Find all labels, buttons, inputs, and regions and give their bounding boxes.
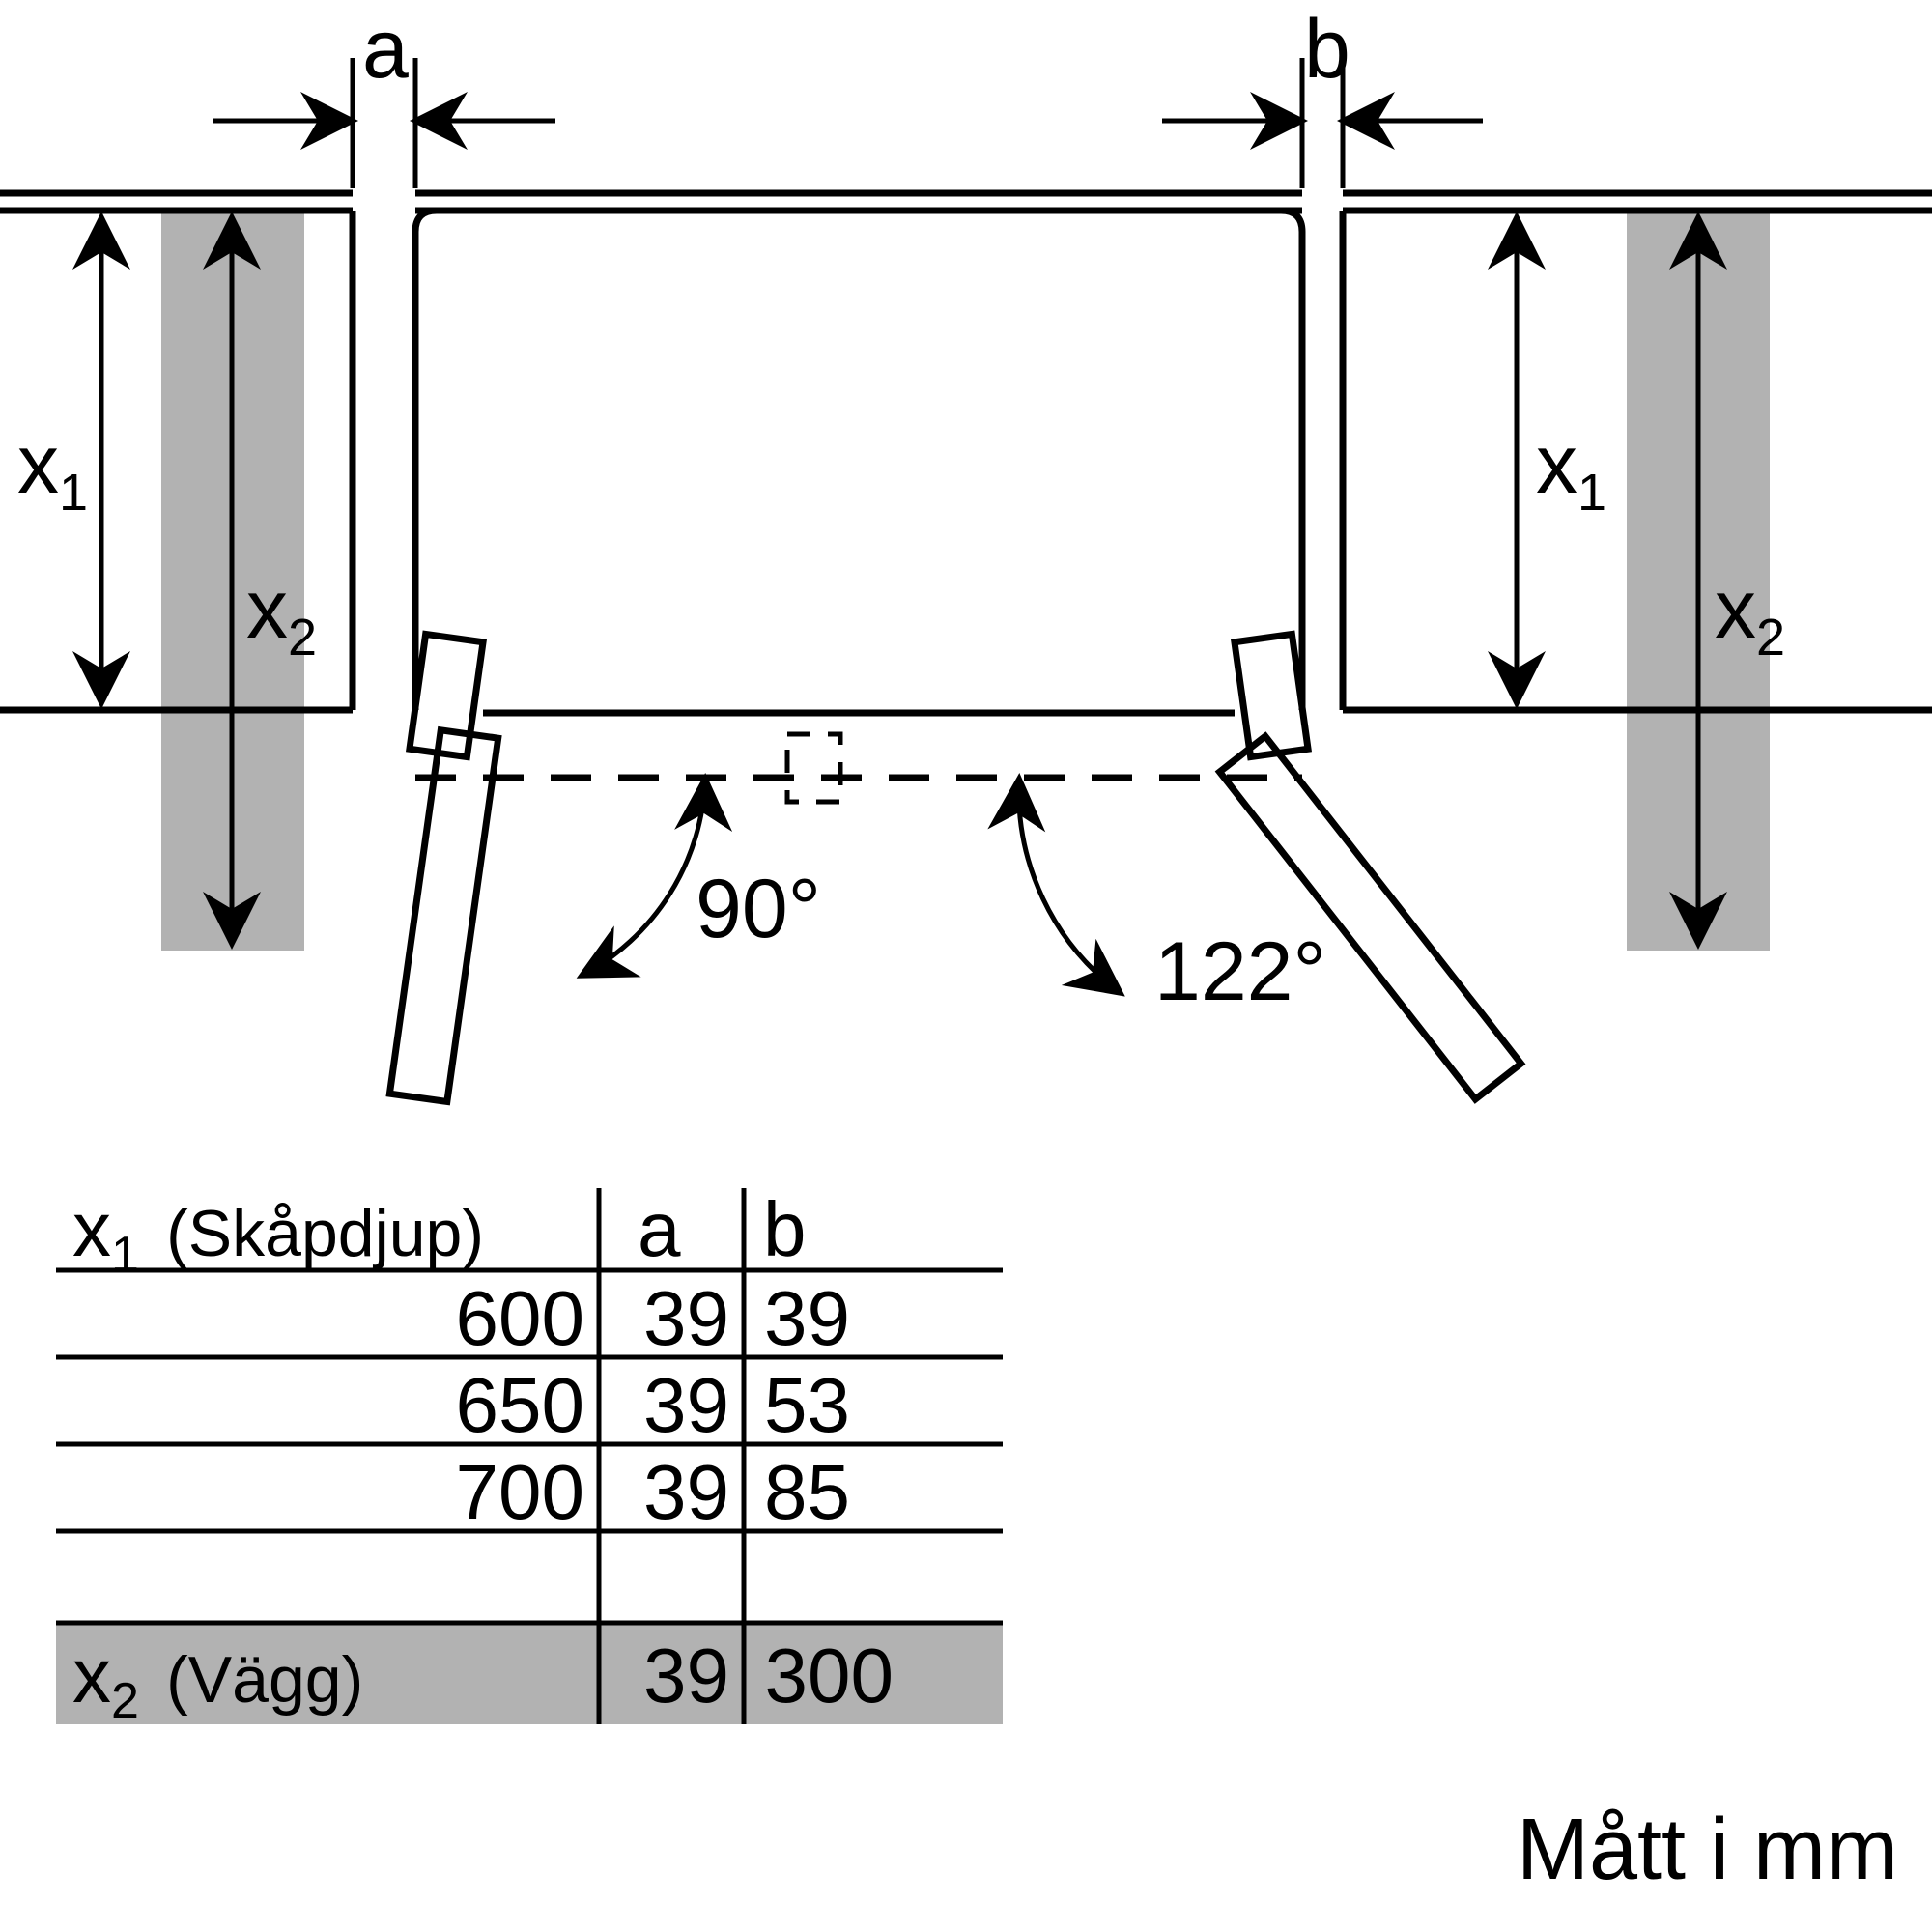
svg-text:39: 39 (764, 1275, 850, 1361)
svg-text:85: 85 (764, 1449, 850, 1535)
diagram: a b x1 x2 x1 x2 90° 122° (0, 0, 1932, 1932)
caption: Mått i mm (1517, 1802, 1898, 1898)
svg-text:700: 700 (456, 1449, 584, 1535)
dim-a: a (213, 3, 555, 188)
svg-text:x2: x2 (1715, 563, 1785, 667)
svg-text:650: 650 (456, 1362, 584, 1448)
svg-text:300: 300 (765, 1633, 894, 1719)
svg-text:39: 39 (643, 1362, 729, 1448)
svg-text:a: a (638, 1186, 681, 1272)
label-122: 122° (1154, 925, 1326, 1018)
angle-90-arc (582, 779, 705, 976)
label-b: b (1304, 3, 1350, 96)
hinge-left (410, 634, 483, 756)
label-90: 90° (696, 863, 821, 955)
svg-text:39: 39 (643, 1633, 729, 1719)
dim-b: b (1162, 3, 1483, 188)
label-a: a (362, 3, 409, 96)
angle-122-arc (1019, 779, 1121, 993)
data-table: x1 (Skåpdjup) a b 600 39 39 650 39 53 70… (56, 1186, 1003, 1734)
door-right (1220, 736, 1521, 1099)
svg-text:b: b (763, 1186, 807, 1272)
svg-text:53: 53 (764, 1362, 850, 1448)
dim-x1-right: x1 (1517, 217, 1606, 703)
svg-text:600: 600 (456, 1275, 584, 1361)
dim-x1-left: x1 (17, 217, 101, 703)
svg-text:x1: x1 (1536, 418, 1606, 522)
svg-text:x2: x2 (246, 563, 317, 667)
svg-text:x1: x1 (17, 418, 88, 522)
door-left (389, 730, 497, 1102)
svg-text:39: 39 (643, 1275, 729, 1361)
svg-text:39: 39 (643, 1449, 729, 1535)
